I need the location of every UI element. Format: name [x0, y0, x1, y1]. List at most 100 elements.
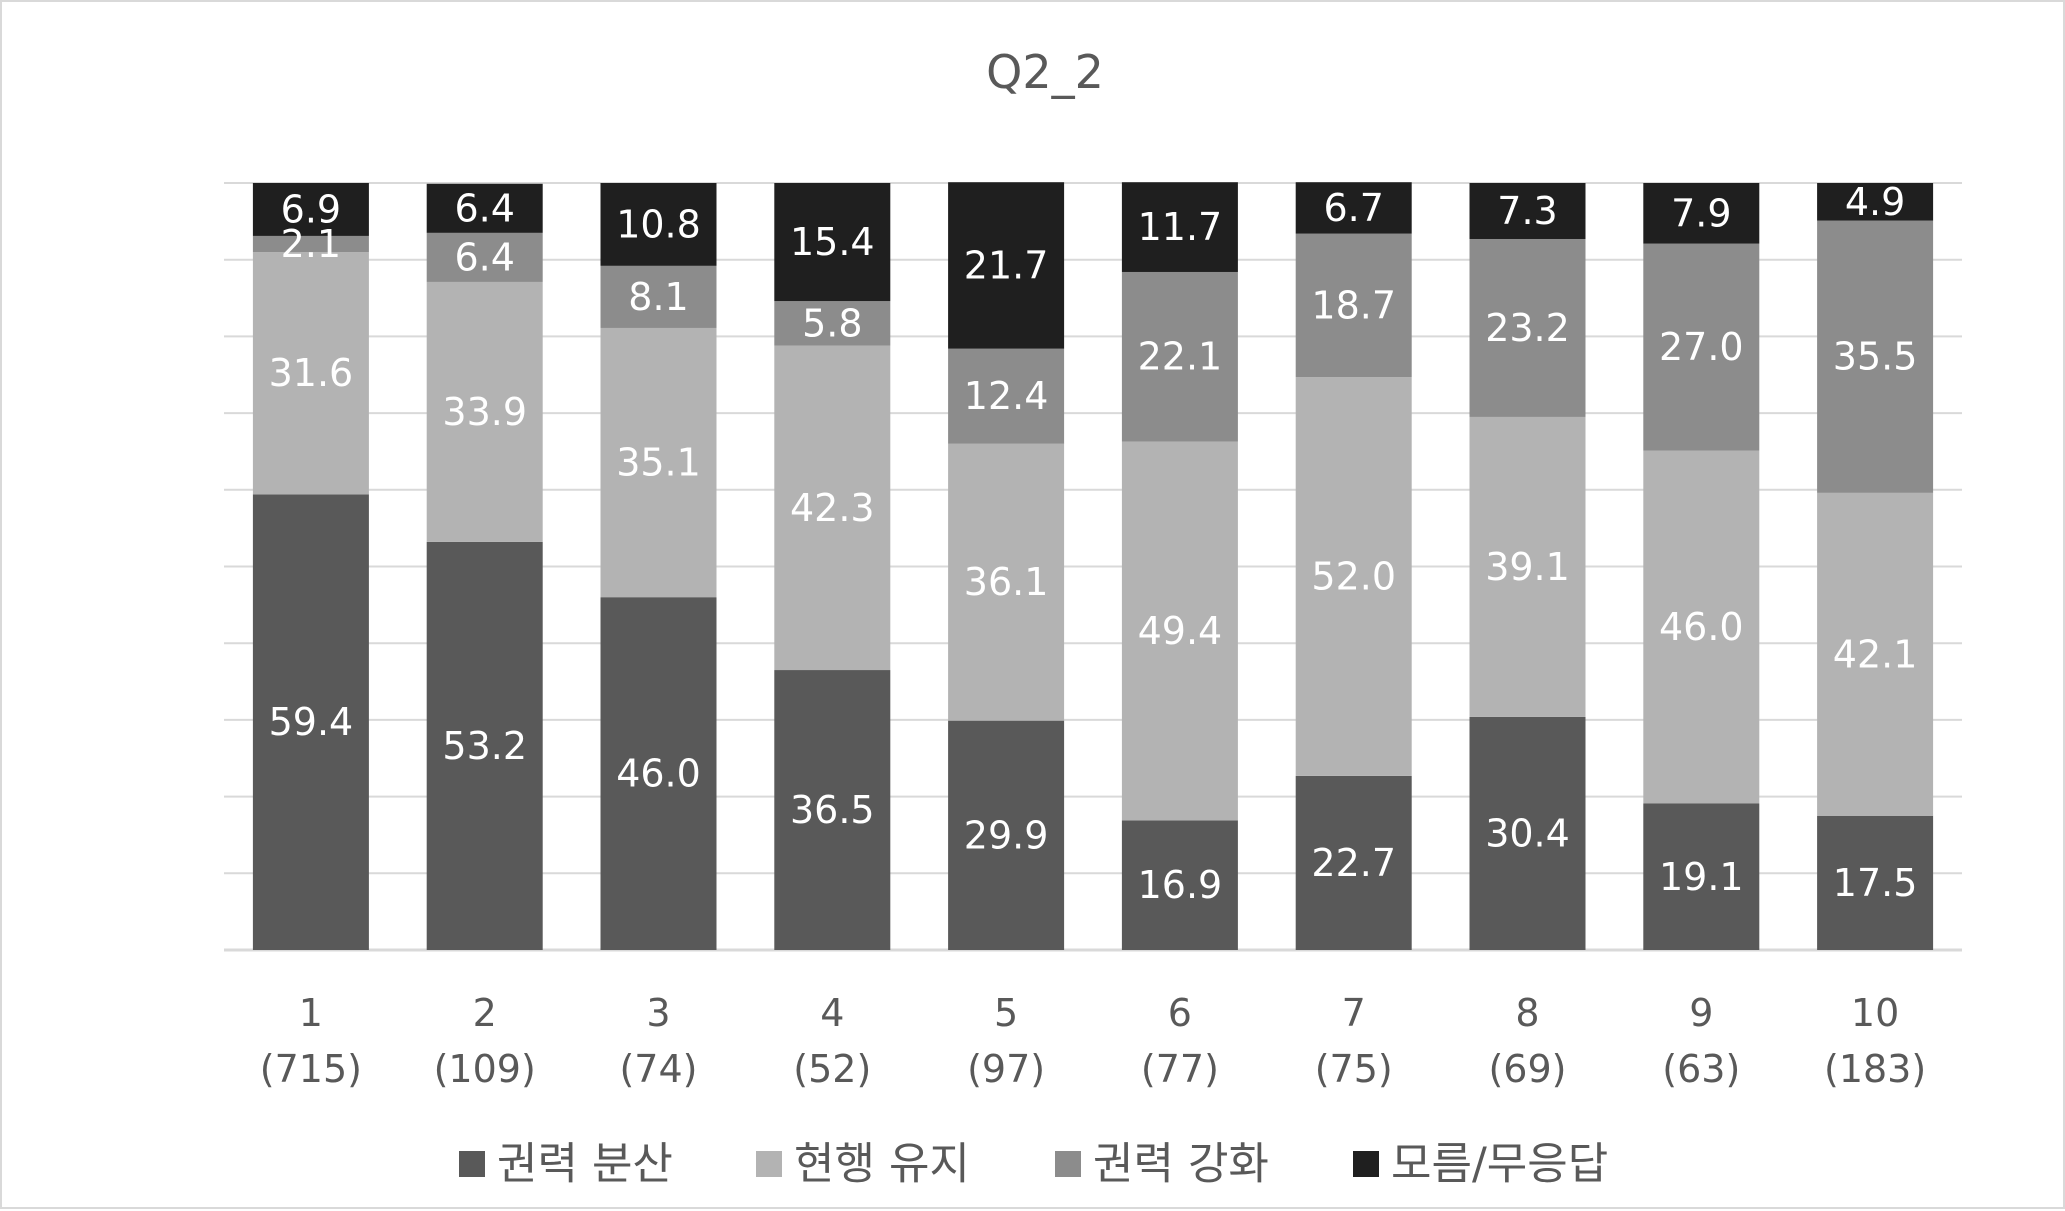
chart-title: Q2_2: [986, 45, 1104, 99]
data-label: 35.5: [1833, 335, 1918, 379]
bar-segment: [948, 348, 1065, 444]
category-label: 3: [646, 991, 670, 1035]
bar-segment: [1469, 183, 1586, 239]
bar-segment: [1121, 441, 1238, 821]
data-label: 8.1: [628, 275, 688, 319]
data-label: 36.5: [790, 788, 875, 832]
category-label: 9: [1689, 991, 1713, 1035]
bar-segment: [1643, 183, 1760, 244]
bar-segment: [1295, 377, 1412, 776]
bar-segment: [252, 252, 369, 495]
bar-segment: [426, 232, 543, 282]
data-label: 27.0: [1659, 325, 1744, 369]
data-label: 12.4: [964, 374, 1049, 418]
bars: [252, 182, 1934, 950]
category-label: 10: [1851, 991, 1899, 1035]
bar-segment: [1121, 820, 1238, 950]
data-label: 29.9: [964, 813, 1049, 857]
data-label: 15.4: [790, 220, 875, 264]
data-label: 49.4: [1138, 609, 1223, 653]
data-label: 23.2: [1485, 306, 1570, 350]
category-count-label: (183): [1824, 1047, 1926, 1091]
bar-segment: [1121, 182, 1238, 272]
category-label: 1: [299, 991, 323, 1035]
data-label: 36.1: [964, 560, 1049, 604]
data-label: 35.1: [616, 441, 701, 485]
data-label: 11.7: [1138, 205, 1223, 249]
data-label: 5.8: [802, 301, 862, 345]
bar-segment: [600, 183, 717, 266]
data-label: 7.3: [1497, 189, 1557, 233]
data-labels: 59.4 31.6 2.16.9 53.2 33.9 6.4 6.4 46.0 35.1 8.1 1…: [269, 180, 1918, 907]
data-label: 33.9: [442, 390, 527, 434]
category-count-label: (69): [1488, 1047, 1566, 1091]
bar-segment: [1643, 243, 1760, 451]
legend: 권력 분산 현행 유지 권력 강화 모름/무응답: [459, 1139, 1608, 1190]
bar-segment: [774, 301, 891, 346]
data-label: 10.8: [616, 202, 701, 246]
data-label: 30.4: [1485, 811, 1570, 855]
bar-segment: [252, 494, 369, 950]
data-label: 19.1: [1659, 855, 1744, 899]
data-label: 42.3: [790, 486, 875, 530]
data-label: 31.6: [269, 351, 354, 395]
data-label: 22.7: [1311, 841, 1396, 885]
data-label: 59.4: [269, 700, 354, 744]
bar-segment: [948, 182, 1065, 349]
bar-segment: [1817, 492, 1934, 816]
data-label: 52.0: [1311, 554, 1396, 598]
data-label: 6.7: [1323, 186, 1383, 230]
bar-segment: [1817, 220, 1934, 493]
bar-segment: [426, 183, 543, 233]
legend-swatch: [1353, 1151, 1379, 1177]
bar-segment: [774, 670, 891, 950]
legend-label: 권력 분산: [497, 1139, 673, 1190]
bar-segment: [1469, 416, 1586, 717]
bar-segment: [1295, 775, 1412, 950]
bar-segment: [426, 541, 543, 950]
bar-segment: [600, 597, 717, 950]
bar-segment: [600, 265, 717, 328]
category-label: 5: [994, 991, 1018, 1035]
data-label: 46.0: [616, 752, 701, 796]
data-label: 18.7: [1311, 283, 1396, 327]
data-label: 7.9: [1671, 191, 1731, 235]
category-count-label: (97): [967, 1047, 1045, 1091]
data-label: 16.9: [1138, 863, 1223, 907]
category-label: 4: [820, 991, 844, 1035]
legend-swatch: [459, 1151, 485, 1177]
data-label: 17.5: [1833, 861, 1918, 905]
bar-segment: [1643, 803, 1760, 950]
bar-segment: [252, 183, 369, 236]
bar-segment: [1817, 815, 1934, 950]
bar-segment: [1643, 450, 1760, 804]
category-count-label: (77): [1141, 1047, 1219, 1091]
category-count-label: (74): [619, 1047, 697, 1091]
category-count-label: (63): [1662, 1047, 1740, 1091]
data-label: 21.7: [964, 243, 1049, 287]
data-label: 6.4: [454, 186, 514, 230]
data-label: 46.0: [1659, 605, 1744, 649]
category-count-label: (75): [1315, 1047, 1393, 1091]
bar-segment: [948, 720, 1065, 950]
category-label: 2: [473, 991, 497, 1035]
category-count-label: (109): [434, 1047, 536, 1091]
bar-segment: [252, 235, 369, 253]
bar-segment: [774, 345, 891, 671]
legend-label: 현행 유지: [794, 1139, 970, 1190]
data-label: 4.9: [1845, 180, 1905, 224]
category-count-label: (52): [793, 1047, 871, 1091]
bar-segment: [774, 183, 891, 302]
bar-segment: [1817, 183, 1934, 221]
legend-label: 권력 강화: [1093, 1139, 1269, 1190]
data-label: 39.1: [1485, 545, 1570, 589]
bar-segment: [1121, 271, 1238, 442]
bar-segment: [600, 327, 717, 598]
data-label: 42.1: [1833, 632, 1918, 676]
bar-segment: [1295, 233, 1412, 378]
bar-segment: [426, 281, 543, 542]
category-axis: 1 (715) 2 (109) 3 (74) 4 (52) 5 (97) 6 (77) 7 (75) 8 (6…: [260, 991, 1926, 1091]
data-label: 6.4: [454, 235, 514, 279]
